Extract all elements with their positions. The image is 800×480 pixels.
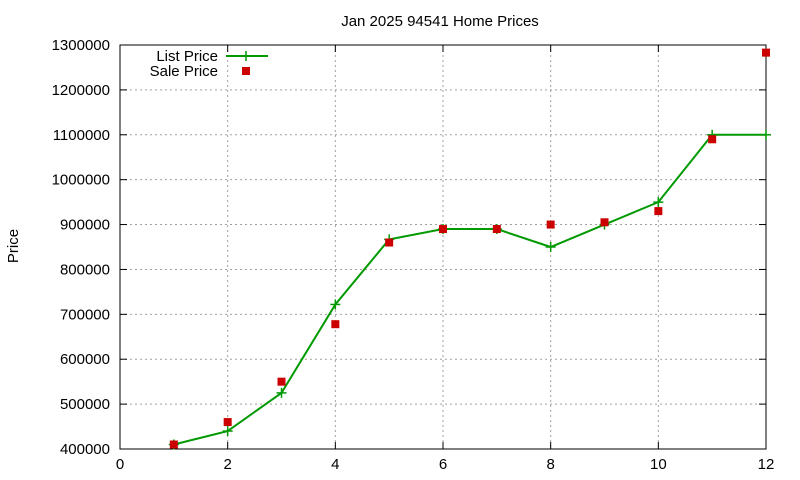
sale-price-point [223, 418, 232, 427]
x-tick-label: 0 [116, 456, 124, 473]
series-list-price [168, 129, 771, 450]
legend-label: List Price [156, 48, 218, 65]
sale-price-point [277, 377, 286, 386]
sale-price-point [169, 440, 178, 449]
plot-series [168, 48, 771, 450]
x-tick-label: 12 [758, 456, 775, 473]
y-tick-label: 1200000 [52, 82, 110, 99]
y-tick-label: 700000 [60, 306, 110, 323]
y-tick-label: 400000 [60, 441, 110, 458]
sale-price-point [492, 225, 501, 234]
y-tick-label: 600000 [60, 351, 110, 368]
y-tick-label: 1000000 [52, 172, 110, 189]
x-tick-label: 8 [546, 456, 554, 473]
sale-price-point [439, 225, 447, 234]
y-tick-label: 1300000 [52, 37, 110, 54]
grid [119, 44, 767, 450]
sale-price-point [708, 135, 717, 144]
legend-square-swatch [242, 67, 250, 75]
sale-price-point [331, 320, 340, 329]
x-tick-label: 2 [223, 456, 231, 473]
x-tick-label: 10 [650, 456, 667, 473]
y-tick-label: 500000 [60, 396, 110, 413]
y-tick-label: 800000 [60, 261, 110, 278]
y-tick-label: 1100000 [53, 127, 110, 144]
x-tick-label: 6 [439, 456, 447, 473]
y-axis-label: Price [5, 229, 22, 263]
sale-price-point [654, 207, 663, 216]
sale-price-point [600, 218, 609, 227]
sale-price-point [546, 220, 555, 229]
legend-label: Sale Price [150, 63, 218, 80]
series-sale-price [169, 48, 770, 449]
plot-border [119, 44, 767, 450]
sale-price-point [385, 238, 394, 247]
sale-price-point [762, 48, 770, 57]
x-tick-label: 4 [331, 456, 339, 473]
axes: 400000 500000 600000 700000 800000 900000 1000… [52, 37, 775, 473]
chart-title: Jan 2025 94541 Home Prices [341, 13, 539, 30]
y-tick-label: 900000 [60, 217, 110, 234]
list-price-line [173, 133, 766, 446]
